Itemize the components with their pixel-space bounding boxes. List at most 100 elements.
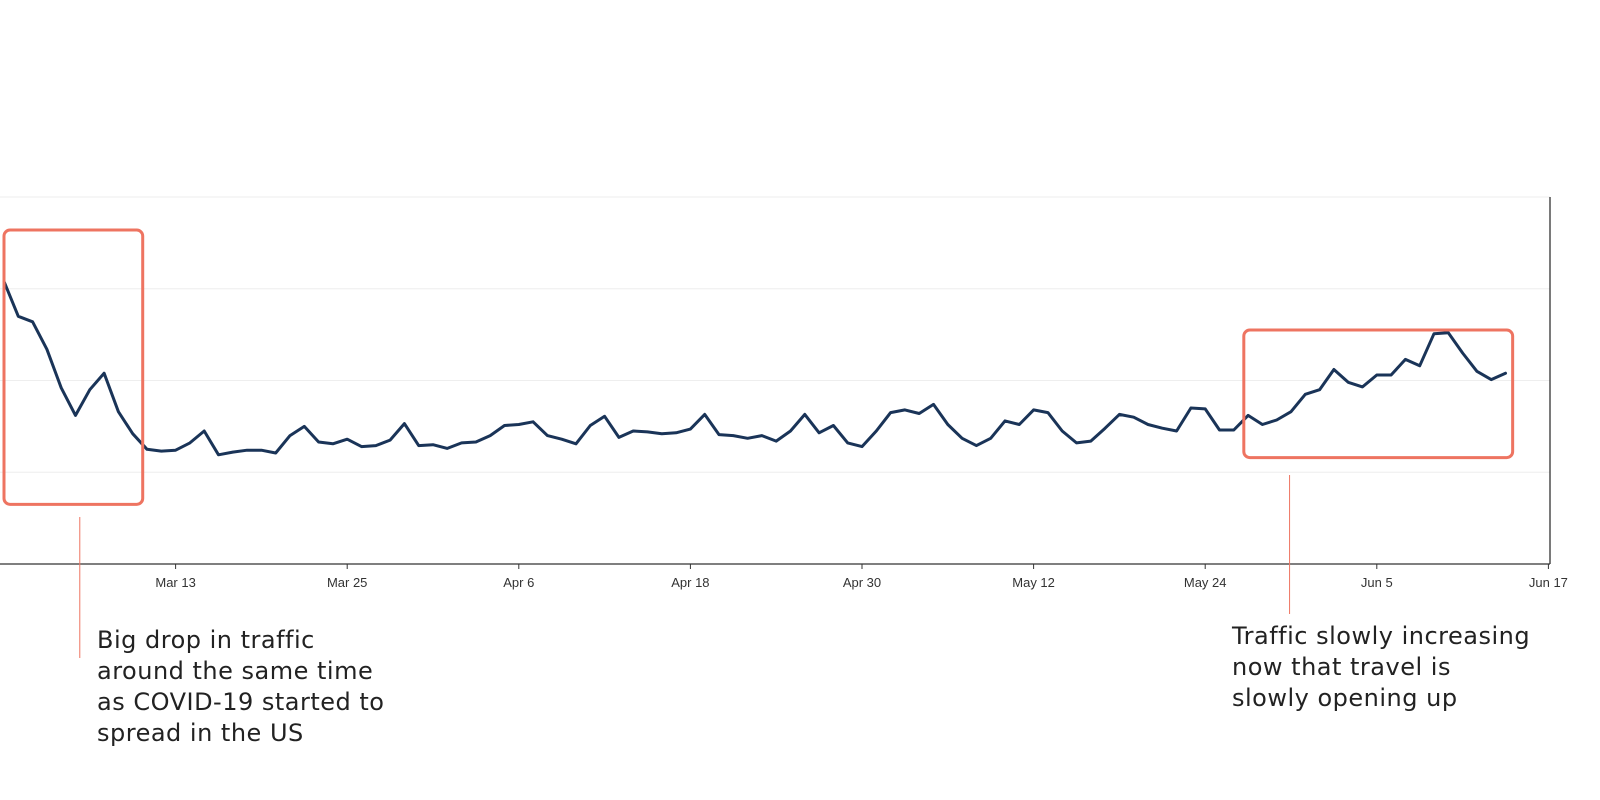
data-point <box>403 422 406 425</box>
data-point <box>1447 331 1450 334</box>
x-tick-label: Apr 18 <box>671 575 709 590</box>
data-point <box>303 425 306 428</box>
annotation-right-line: Traffic slowly increasing <box>1232 622 1531 650</box>
data-point <box>1132 416 1135 419</box>
data-point <box>17 315 20 318</box>
data-point <box>1061 429 1064 433</box>
data-point <box>446 447 449 450</box>
data-point <box>388 438 392 442</box>
data-point <box>875 429 878 433</box>
data-point <box>1461 351 1464 355</box>
data-point <box>245 449 249 452</box>
data-point <box>546 434 549 437</box>
data-point <box>474 440 478 444</box>
x-tick-label: Jun 17 <box>1529 575 1568 590</box>
data-point <box>732 434 735 437</box>
data-point <box>1261 423 1264 426</box>
data-point <box>517 423 520 426</box>
data-point <box>1218 428 1221 432</box>
data-point <box>346 438 349 441</box>
data-point <box>1475 370 1479 373</box>
data-point <box>1246 414 1250 417</box>
data-point <box>1161 427 1164 430</box>
data-point <box>231 450 234 454</box>
x-tick-label: Apr 6 <box>503 575 534 590</box>
data-point <box>188 441 192 445</box>
data-point <box>789 429 792 433</box>
series-line <box>2 279 1507 457</box>
data-point <box>288 434 292 437</box>
data-point <box>1490 378 1493 381</box>
data-point <box>317 440 320 444</box>
data-point <box>1361 385 1364 389</box>
data-point <box>717 433 721 436</box>
series-layer <box>2 279 1507 457</box>
annotation-left-line: around the same time <box>97 657 374 685</box>
data-point <box>1504 371 1507 375</box>
x-tick-label: Mar 13 <box>155 575 195 590</box>
data-point <box>932 403 935 406</box>
annotation-leaders <box>79 475 1291 658</box>
data-point <box>431 443 435 446</box>
annotation-left-line: as COVID-19 started to <box>97 688 385 716</box>
x-axis-ticks: Mar 13 Mar 25 Apr 6 Apr 18 Apr 30 May 12 May 2… <box>155 564 1568 590</box>
x-tick-label: Apr 30 <box>843 575 881 590</box>
data-point <box>1175 429 1178 433</box>
data-point <box>946 423 949 426</box>
data-point <box>374 444 377 447</box>
data-point <box>217 453 220 457</box>
data-point <box>803 413 806 416</box>
data-point <box>1103 427 1107 430</box>
data-point <box>574 442 578 446</box>
data-point <box>989 437 992 440</box>
highlight-boxes <box>2 228 1515 506</box>
data-point <box>117 410 120 413</box>
data-point <box>88 388 92 391</box>
data-point <box>1347 381 1350 384</box>
data-point <box>1018 423 1021 426</box>
x-tick-label: May 24 <box>1184 575 1227 590</box>
data-point <box>1232 428 1236 432</box>
data-point <box>1304 393 1307 396</box>
data-point <box>1032 408 1035 412</box>
data-point <box>817 431 821 434</box>
data-point <box>1332 368 1336 371</box>
data-point <box>860 445 864 448</box>
data-point <box>689 427 692 431</box>
data-point <box>603 415 606 418</box>
data-point <box>74 414 77 417</box>
data-point <box>260 449 263 452</box>
annotation-right-line: now that travel is <box>1232 653 1451 681</box>
annotation-left-text: Big drop in traffic around the same time… <box>97 625 385 749</box>
data-point <box>503 424 506 427</box>
data-point <box>1003 419 1007 423</box>
highlight-box <box>2 228 145 506</box>
data-point <box>918 412 921 415</box>
grid-lines <box>0 196 1550 473</box>
annotation-left-line: Big drop in traffic <box>97 626 315 654</box>
annotation-left-line: spread in the US <box>97 719 304 747</box>
data-point <box>417 444 420 447</box>
data-point <box>975 444 978 447</box>
data-point <box>60 386 63 390</box>
data-point <box>560 438 563 441</box>
data-point <box>660 432 663 435</box>
data-point <box>589 424 592 427</box>
data-point <box>1418 364 1421 368</box>
data-point <box>846 441 849 445</box>
x-tick-label: May 12 <box>1012 575 1055 590</box>
annotation-right-text: Traffic slowly increasing now that trave… <box>1232 621 1530 714</box>
data-point <box>1046 411 1050 414</box>
data-point <box>1375 373 1379 377</box>
data-point <box>460 441 463 445</box>
data-point <box>703 413 706 416</box>
data-point <box>531 420 535 423</box>
x-tick-label: Jun 5 <box>1361 575 1393 590</box>
data-point <box>1389 373 1393 377</box>
annotation-right-line: slowly opening up <box>1232 684 1458 712</box>
data-point <box>832 424 835 427</box>
data-point <box>489 434 492 437</box>
data-point <box>1318 388 1321 391</box>
data-point <box>1089 439 1093 443</box>
